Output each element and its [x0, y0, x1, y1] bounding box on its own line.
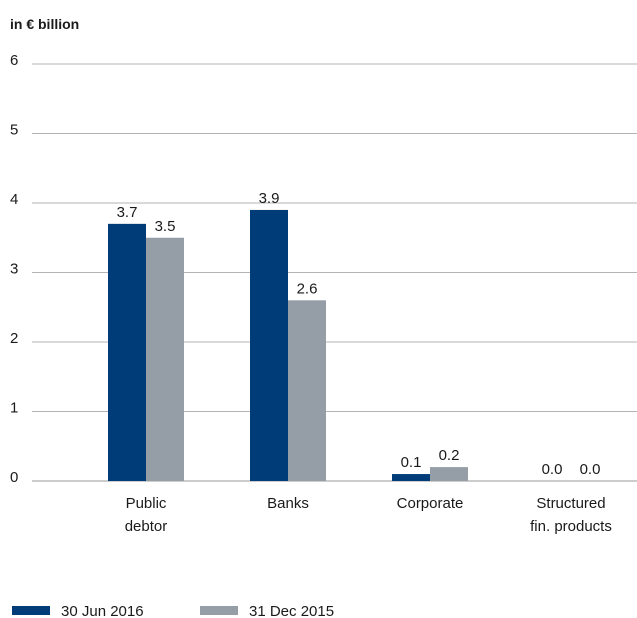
bar — [430, 467, 468, 481]
legend-swatch — [12, 606, 50, 615]
data-label: 2.6 — [297, 280, 318, 297]
data-label: 0.0 — [542, 461, 563, 478]
y-tick-label: 4 — [10, 191, 18, 208]
category-label: fin. products — [530, 518, 612, 535]
y-tick-label: 5 — [10, 122, 18, 139]
bar — [108, 223, 146, 481]
legend-label: 31 Dec 2015 — [249, 603, 334, 618]
bar — [146, 237, 184, 481]
unit-label: in € billion — [10, 16, 79, 32]
bar — [250, 209, 288, 481]
category-label: Public — [126, 495, 167, 512]
y-tick-label: 3 — [10, 261, 18, 278]
legend-label: 30 Jun 2016 — [61, 603, 144, 618]
category-label: debtor — [125, 518, 168, 535]
category-label: Structured — [536, 495, 605, 512]
bars — [108, 209, 468, 481]
data-label: 3.7 — [117, 204, 138, 221]
data-label: 0.2 — [439, 447, 460, 464]
legend: 30 Jun 2016 31 Dec 2015 — [12, 603, 334, 618]
data-label: 0.0 — [580, 461, 601, 478]
data-label: 0.1 — [401, 454, 422, 471]
category-label: Banks — [267, 495, 309, 512]
data-label: 3.5 — [155, 218, 176, 235]
category-label: Corporate — [397, 495, 464, 512]
legend-swatch — [200, 606, 238, 615]
y-tick-label: 2 — [10, 330, 18, 347]
y-tick-label: 0 — [10, 469, 18, 486]
bar — [288, 300, 326, 481]
x-axis-category-labels: Public debtor Banks Corporate Structured fin.… — [125, 495, 612, 535]
bar — [392, 474, 430, 481]
y-axis-tick-labels: 0 1 2 3 4 5 6 — [10, 52, 18, 486]
y-tick-label: 1 — [10, 400, 18, 417]
data-label: 3.9 — [259, 190, 280, 207]
data-labels: 3.7 3.9 0.1 0.0 3.5 2.6 0.2 0.0 — [117, 190, 601, 478]
y-tick-label: 6 — [10, 52, 18, 69]
